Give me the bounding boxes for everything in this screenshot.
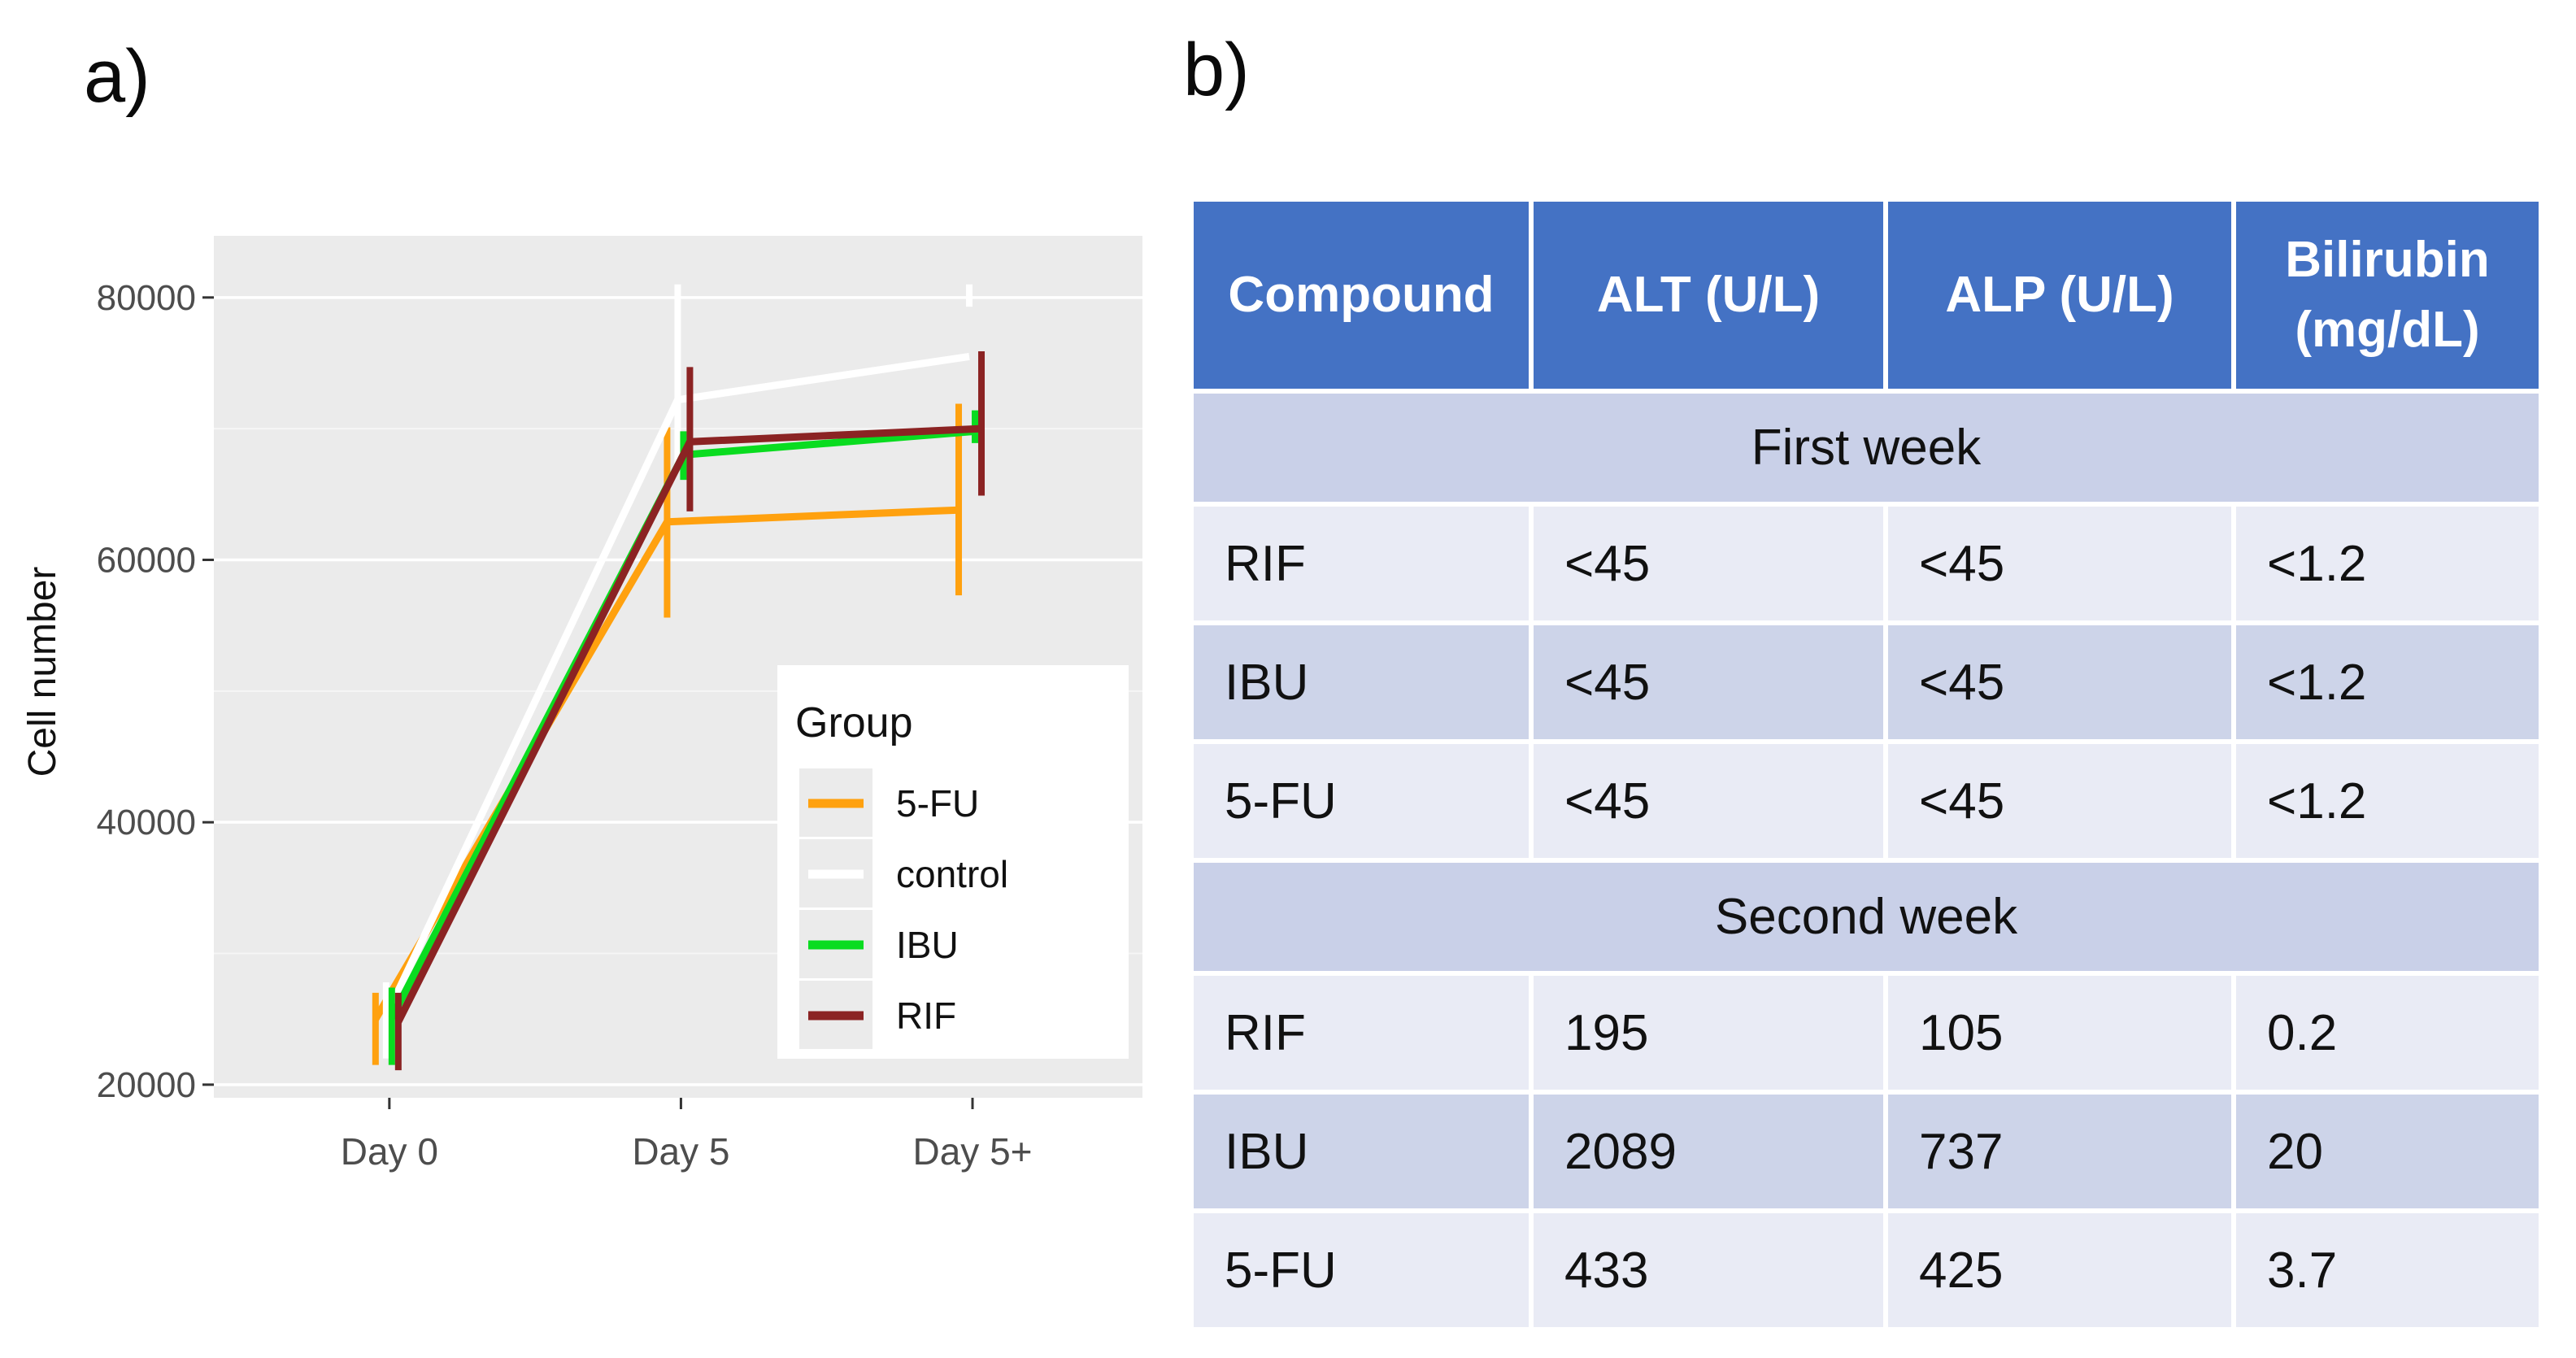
header-cell-alp: ALP (U/L) (1888, 202, 2231, 389)
value-cell: <45 (1888, 507, 2231, 620)
value-cell: 433 (1534, 1213, 1883, 1327)
header-cell-alt: ALT (U/L) (1534, 202, 1883, 389)
liver-enzyme-table: Compound ALT (U/L) ALP (U/L) Bilirubin (mg/… (1194, 202, 2539, 1327)
legend-label-control: control (896, 853, 1008, 895)
compound-cell: IBU (1194, 625, 1529, 739)
y-tick-label: 40000 (97, 803, 196, 842)
panel-b-label: b) (1183, 28, 1250, 111)
panel-a-label: a) (84, 35, 150, 118)
value-cell: 2089 (1534, 1095, 1883, 1208)
compound-cell: 5-FU (1194, 744, 1529, 858)
value-cell: 425 (1888, 1213, 2231, 1327)
series-line-control (382, 352, 970, 1018)
cell-growth-chart: 20000 40000 60000 80000 Day 0 Day 5 Day 5+ Cell… (21, 236, 1142, 1173)
section-band-first-week: First week (1194, 394, 2539, 502)
value-cell: <45 (1534, 507, 1883, 620)
header-cell-bilirubin: Bilirubin (mg/dL) (2236, 202, 2539, 389)
x-tick-label: Day 5+ (912, 1130, 1032, 1173)
value-cell: 20 (2236, 1095, 2539, 1208)
y-tick-label: 80000 (97, 278, 196, 318)
compound-cell: RIF (1194, 507, 1529, 620)
compound-cell: 5-FU (1194, 1213, 1529, 1327)
series-line-RIF (394, 424, 982, 1024)
y-axis-title: Cell number (21, 567, 64, 777)
y-tick-label: 60000 (97, 541, 196, 581)
section-band-second-week: Second week (1194, 863, 2539, 971)
x-tick-label: Day 0 (341, 1130, 438, 1173)
value-cell: 105 (1888, 976, 2231, 1090)
value-cell: 3.7 (2236, 1213, 2539, 1327)
series-group-5-FU (372, 403, 963, 1065)
compound-cell: RIF (1194, 976, 1529, 1090)
series-group-RIF (394, 350, 986, 1071)
x-tick-label: Day 5 (632, 1130, 729, 1173)
legend-label-5-FU: 5-FU (896, 782, 979, 825)
value-cell: <45 (1534, 744, 1883, 858)
value-cell: <45 (1888, 744, 2231, 858)
legend-label-IBU: IBU (896, 924, 959, 966)
header-cell-compound: Compound (1194, 202, 1529, 389)
series-line-5-FU (372, 506, 959, 1021)
value-cell: <1.2 (2236, 744, 2539, 858)
value-cell: <1.2 (2236, 625, 2539, 739)
value-cell: <1.2 (2236, 507, 2539, 620)
value-cell: <45 (1534, 625, 1883, 739)
legend-label-RIF: RIF (896, 995, 956, 1037)
value-cell: 0.2 (2236, 976, 2539, 1090)
value-cell: 737 (1888, 1095, 2231, 1208)
value-cell: 195 (1534, 976, 1883, 1090)
legend-title: Group (795, 699, 913, 746)
y-tick-label: 20000 (97, 1065, 196, 1105)
value-cell: <45 (1888, 625, 2231, 739)
compound-cell: IBU (1194, 1095, 1529, 1208)
series-group-control (382, 284, 973, 1059)
legend: Group 5-FU control IBU RIF (777, 665, 1129, 1059)
